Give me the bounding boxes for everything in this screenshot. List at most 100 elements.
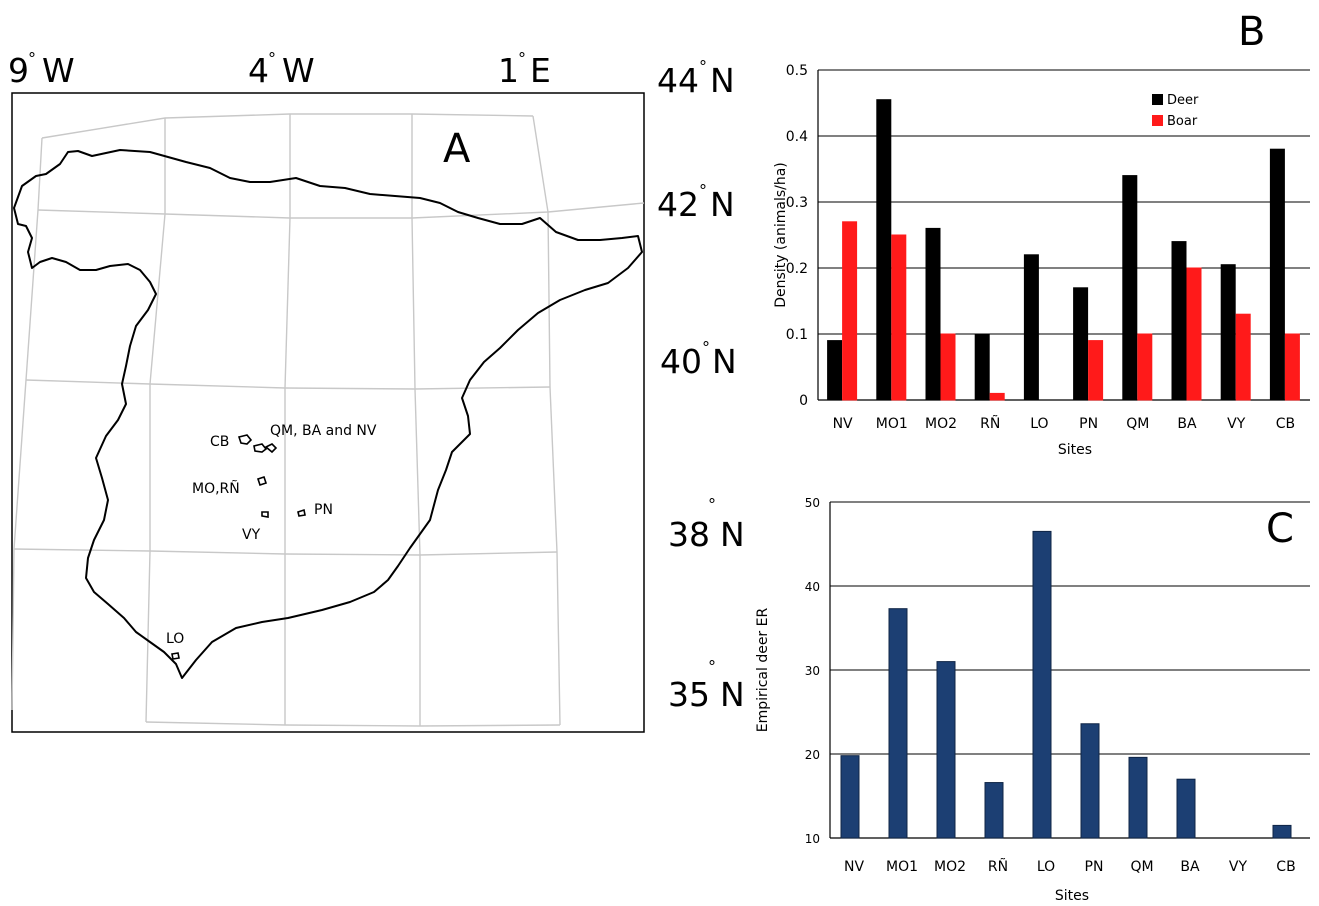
bar-value-nv — [840, 755, 860, 839]
site-patch-lo — [171, 652, 180, 660]
degree-symbol: ° — [28, 49, 36, 68]
x-tick-label: LO — [1037, 859, 1055, 875]
x-tick-label: MO1 — [886, 859, 918, 875]
legend-swatch-deer — [1152, 94, 1163, 105]
lat-hemisphere: N — [710, 185, 735, 224]
y-tick-label: 0.4 — [786, 129, 808, 145]
map-graticule — [11, 113, 645, 727]
bar-boar-rñ — [989, 392, 1005, 401]
degree-symbol: ° — [699, 181, 707, 200]
lat-label-42n: 42 ° N — [657, 181, 735, 224]
degree-symbol: ° — [708, 495, 716, 514]
lon-value: 4 — [248, 51, 269, 90]
x-tick-label: QM — [1126, 416, 1149, 432]
bar-deer-vy — [1220, 264, 1236, 401]
x-tick-label: CB — [1276, 416, 1295, 432]
lat-label-40n: 40 ° N — [660, 338, 737, 381]
bar-deer-rñ — [974, 333, 990, 401]
bar-value-mo1 — [888, 608, 908, 839]
bar-value-rñ — [984, 782, 1004, 839]
y-tick-label: 20 — [805, 748, 820, 762]
bar-deer-mo1 — [876, 99, 892, 401]
x-tick-label: CB — [1276, 859, 1295, 875]
panel-letter-c: C — [1266, 506, 1294, 552]
site-patch-vy — [261, 511, 269, 518]
lat-value: 44 — [657, 61, 699, 100]
panel-letter-a: A — [443, 126, 471, 172]
bar-deer-qm — [1122, 175, 1138, 401]
lon-label-9w: 9 ° W — [8, 49, 75, 90]
bar-boar-pn — [1088, 340, 1104, 401]
bar-deer-mo2 — [925, 227, 941, 401]
site-patches — [171, 434, 306, 660]
degree-symbol: ° — [268, 49, 276, 68]
site-label-vy: VY — [242, 527, 261, 543]
lat-label-38n: 38 ° N — [668, 495, 745, 554]
lat-label-35n: 35 ° N — [668, 657, 745, 714]
panel-c-er-chart: C Empirical deer ER Sites 10 20 30 40 50 NV MO… — [755, 496, 1310, 904]
site-label-qm-ba-nv: QM, BA and NV — [270, 423, 377, 439]
site-label-lo: LO — [166, 631, 184, 647]
y-tick-label: 50 — [805, 496, 820, 510]
x-tick-label: MO2 — [934, 859, 966, 875]
lat-value: 38 — [668, 515, 710, 554]
x-tick-label: VY — [1229, 859, 1248, 875]
bar-deer-cb — [1269, 148, 1285, 401]
y-tick-label: 0.2 — [786, 261, 808, 277]
bar-deer-lo — [1023, 254, 1039, 401]
degree-symbol: ° — [699, 57, 707, 76]
lon-hemisphere: W — [282, 51, 315, 90]
bar-value-cb — [1272, 824, 1292, 839]
bar-boar-vy — [1235, 313, 1251, 401]
y-tick-label: 0.3 — [786, 195, 808, 211]
bar-value-lo — [1032, 530, 1052, 839]
bar-boar-ba — [1186, 267, 1202, 401]
y-tick-label: 0.1 — [786, 327, 808, 343]
bar-boar-mo2 — [940, 333, 956, 401]
site-patch-pn — [297, 508, 306, 517]
x-tick-label: MO1 — [876, 416, 908, 432]
bar-value-qm — [1128, 756, 1148, 839]
bar-deer-pn — [1073, 287, 1089, 401]
site-patch-cb — [237, 434, 253, 445]
degree-symbol: ° — [518, 49, 526, 68]
x-tick-label: PN — [1079, 416, 1098, 432]
x-tick-label: NV — [833, 416, 853, 432]
x-axis-title: Sites — [1055, 888, 1089, 904]
legend-swatch-boar — [1152, 115, 1163, 126]
degree-symbol: ° — [702, 338, 710, 357]
bar-deer-ba — [1171, 241, 1187, 401]
lon-value: 1 — [498, 51, 519, 90]
lat-hemisphere: N — [720, 515, 745, 554]
x-tick-label: PN — [1085, 859, 1104, 875]
y-tick-label: 30 — [805, 664, 820, 678]
site-patch-ba-nv — [264, 443, 278, 454]
x-tick-label: RÑ — [980, 415, 1000, 432]
y-tick-label: 0 — [799, 393, 808, 409]
site-label-cb: CB — [210, 434, 229, 450]
lon-hemisphere: E — [530, 51, 551, 90]
lat-value: 35 — [668, 675, 710, 714]
panel-b-density-chart: B Density (animals/ha) Sites 0 0.1 0.2 0.3 0… — [773, 9, 1310, 458]
lon-label-4w: 4 ° W — [248, 49, 315, 90]
site-label-mo-rn: MO,RÑ — [192, 480, 240, 497]
x-axis-title: Sites — [1058, 442, 1092, 458]
bar-boar-qm — [1137, 333, 1153, 401]
bar-boar-nv — [842, 221, 858, 401]
map-frame — [11, 92, 645, 733]
lat-hemisphere: N — [720, 675, 745, 714]
x-tick-label: NV — [844, 859, 864, 875]
iberia-coastline — [13, 149, 643, 679]
lat-label-44n: 44 ° N — [657, 57, 735, 100]
x-tick-label: BA — [1177, 416, 1197, 432]
lat-hemisphere: N — [710, 61, 735, 100]
bar-deer-nv — [827, 340, 843, 401]
legend-label-deer: Deer — [1167, 93, 1199, 108]
y-axis-title: Empirical deer ER — [755, 608, 771, 733]
x-tick-label: RÑ — [988, 858, 1008, 875]
bar-value-mo2 — [936, 661, 956, 839]
bar-value-pn — [1080, 723, 1100, 839]
x-tick-label: MO2 — [925, 416, 957, 432]
bar-boar-mo1 — [891, 234, 907, 401]
